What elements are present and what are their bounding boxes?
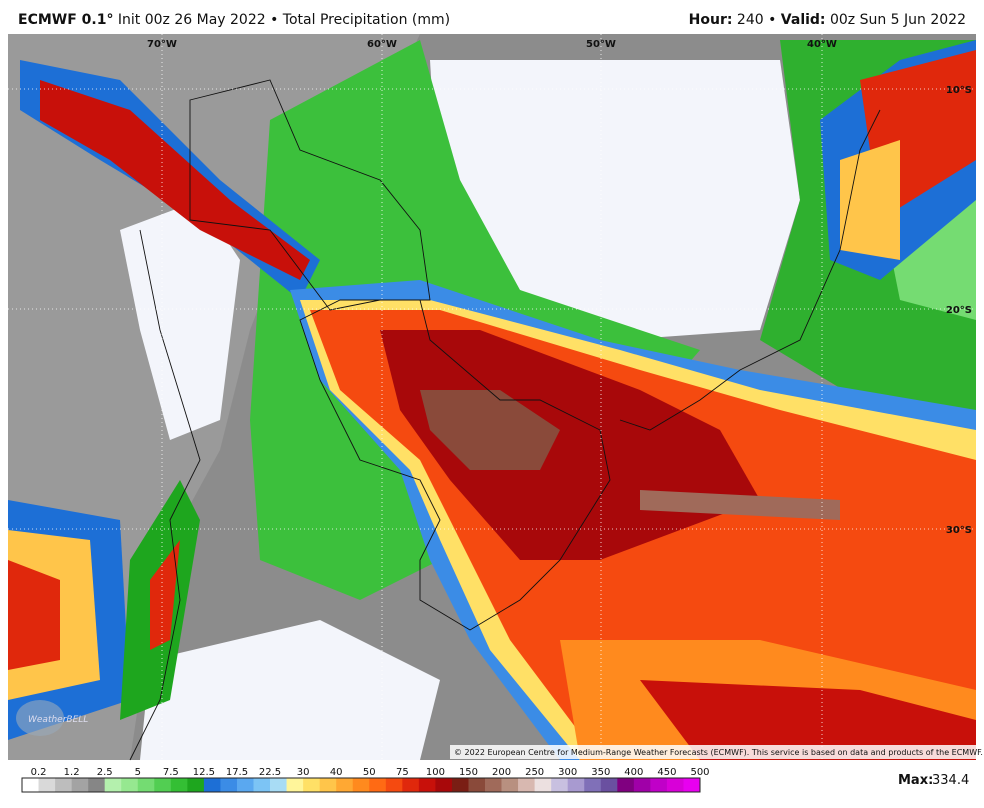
graticule (8, 34, 976, 760)
colorbar-swatch (154, 778, 172, 792)
colorbar-label: 1.2 (64, 767, 80, 778)
colorbar-frame (21, 777, 701, 793)
colorbar-swatch (22, 778, 39, 792)
colorbar-label: 0.2 (31, 767, 47, 778)
colorbar-swatch (551, 778, 569, 792)
max-label: Max: (898, 773, 933, 788)
watermark: WeatherBELL (28, 715, 88, 725)
lat-label: 10°S (946, 85, 972, 96)
colorbar-swatch (451, 778, 469, 792)
colorbar-label: 12.5 (193, 767, 215, 778)
copyright: © 2022 European Centre for Medium-Range … (454, 748, 983, 757)
colorbar-label: 40 (330, 767, 343, 778)
colorbar-label: 5 (135, 767, 141, 778)
colorbar-swatch (418, 778, 436, 792)
colorbar-label: 100 (426, 767, 445, 778)
colorbar-swatch (617, 778, 635, 792)
colorbar-swatch (435, 778, 453, 792)
colorbar-swatch (55, 778, 72, 792)
lon-label: 70°W (147, 39, 177, 50)
colorbar-label: 300 (558, 767, 577, 778)
lon-label: 40°W (807, 39, 837, 50)
colorbar-swatch (683, 778, 701, 792)
colorbar-swatch (650, 778, 668, 792)
colorbar-swatch (137, 778, 155, 792)
colorbar-swatch (104, 778, 122, 792)
colorbar-swatch (385, 778, 403, 792)
watermark-group: WeatherBELL (16, 700, 88, 736)
colorbar-swatch (236, 778, 254, 792)
model: ECMWF 0.1° (18, 12, 114, 28)
colorbar-label: 250 (525, 767, 544, 778)
colorbar-label: 22.5 (259, 767, 281, 778)
colorbar-swatch (534, 778, 552, 792)
colorbar-swatch (71, 778, 89, 792)
lat-label: 30°S (946, 525, 972, 536)
colorbar-label: 350 (591, 767, 610, 778)
hour: 240 • (736, 12, 777, 28)
hour-label: Hour: (688, 12, 733, 28)
lat-label: 20°S (946, 305, 972, 316)
run-info: Init 00z 26 May 2022 • Total Precipitati… (117, 12, 451, 28)
colorbar-swatch (270, 778, 287, 792)
max-value: 334.4 (932, 773, 969, 788)
colorbar-swatch (633, 778, 651, 792)
colorbar-swatch (402, 778, 420, 792)
colorbar-swatch (336, 778, 354, 792)
borders (129, 79, 881, 761)
colorbar-swatch (286, 778, 304, 792)
colorbar-swatch (170, 778, 188, 792)
colorbar-swatch (352, 778, 370, 792)
colorbar-swatch (38, 778, 56, 792)
colorbar-swatch (121, 778, 139, 792)
colorbar-label: 200 (492, 767, 511, 778)
colorbar-swatch (220, 778, 238, 792)
colorbar-label: 75 (396, 767, 409, 778)
colorbar-swatch (600, 778, 618, 792)
colorbar-label: 450 (657, 767, 676, 778)
colorbar-label: 500 (690, 767, 709, 778)
valid: 00z Sun 5 Jun 2022 (829, 12, 966, 28)
colorbar-label: 400 (624, 767, 643, 778)
colorbar-swatch (319, 778, 337, 792)
colorbar-label: 17.5 (226, 767, 248, 778)
colorbar-swatch (187, 778, 205, 792)
colorbar: 0.2 1.2 2.5 5 7.5 12.5 17.5 22.5 30 40 50 75 100 150 2… (21, 767, 710, 793)
colorbar-swatch (303, 778, 320, 792)
precip-field (8, 34, 976, 760)
colorbar-swatch (485, 778, 502, 792)
colorbar-swatch (518, 778, 535, 792)
header-right: Hour: 240 • Valid: 00z Sun 5 Jun 2022 (689, 12, 966, 28)
colorbar-swatch (584, 778, 602, 792)
valid-label: Valid: (780, 12, 826, 28)
colorbar-swatch (501, 778, 519, 792)
colorbar-swatch (369, 778, 387, 792)
colorbar-swatch (203, 778, 221, 792)
header-left: ECMWF 0.1° Init 00z 26 May 2022 • Total … (18, 12, 450, 28)
colorbar-label: 150 (459, 767, 478, 778)
colorbar-label: 7.5 (163, 767, 179, 778)
lon-label: 50°W (586, 39, 616, 50)
colorbar-swatch (253, 778, 271, 792)
colorbar-label: 30 (297, 767, 310, 778)
colorbar-swatch (88, 778, 105, 792)
colorbar-swatch (666, 778, 684, 792)
colorbar-swatch (468, 778, 486, 792)
colorbar-label: 2.5 (97, 767, 113, 778)
colorbar-label: 50 (363, 767, 376, 778)
lon-label: 60°W (367, 39, 397, 50)
colorbar-swatch (567, 778, 585, 792)
